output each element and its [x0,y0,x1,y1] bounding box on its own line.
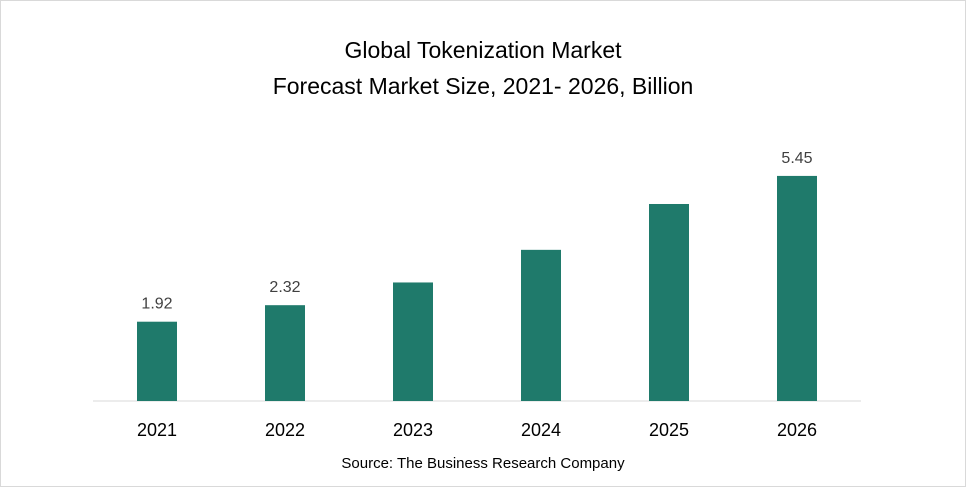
x-tick-label-2023: 2023 [393,420,433,440]
chart-title: Global Tokenization Market [344,37,622,63]
x-tick-label-2022: 2022 [265,420,305,440]
bar-2021 [137,321,177,401]
x-tick-label-2021: 2021 [137,420,177,440]
x-tick-label-2026: 2026 [777,420,817,440]
bar-2024 [521,249,561,401]
chart-subtitle: Forecast Market Size, 2021- 2026, Billio… [272,73,694,99]
bar-2023 [393,282,433,401]
data-label-2026: 5.45 [781,150,812,167]
data-label-2021: 1.92 [141,296,172,313]
bar-2022 [265,305,305,401]
x-tick-label-2024: 2024 [521,420,561,440]
x-tick-label-2025: 2025 [649,420,689,440]
data-label-2022: 2.32 [269,279,300,296]
bar-2025 [649,203,689,401]
bar-2026 [777,175,817,401]
chart-source: Source: The Business Research Company [341,455,625,472]
